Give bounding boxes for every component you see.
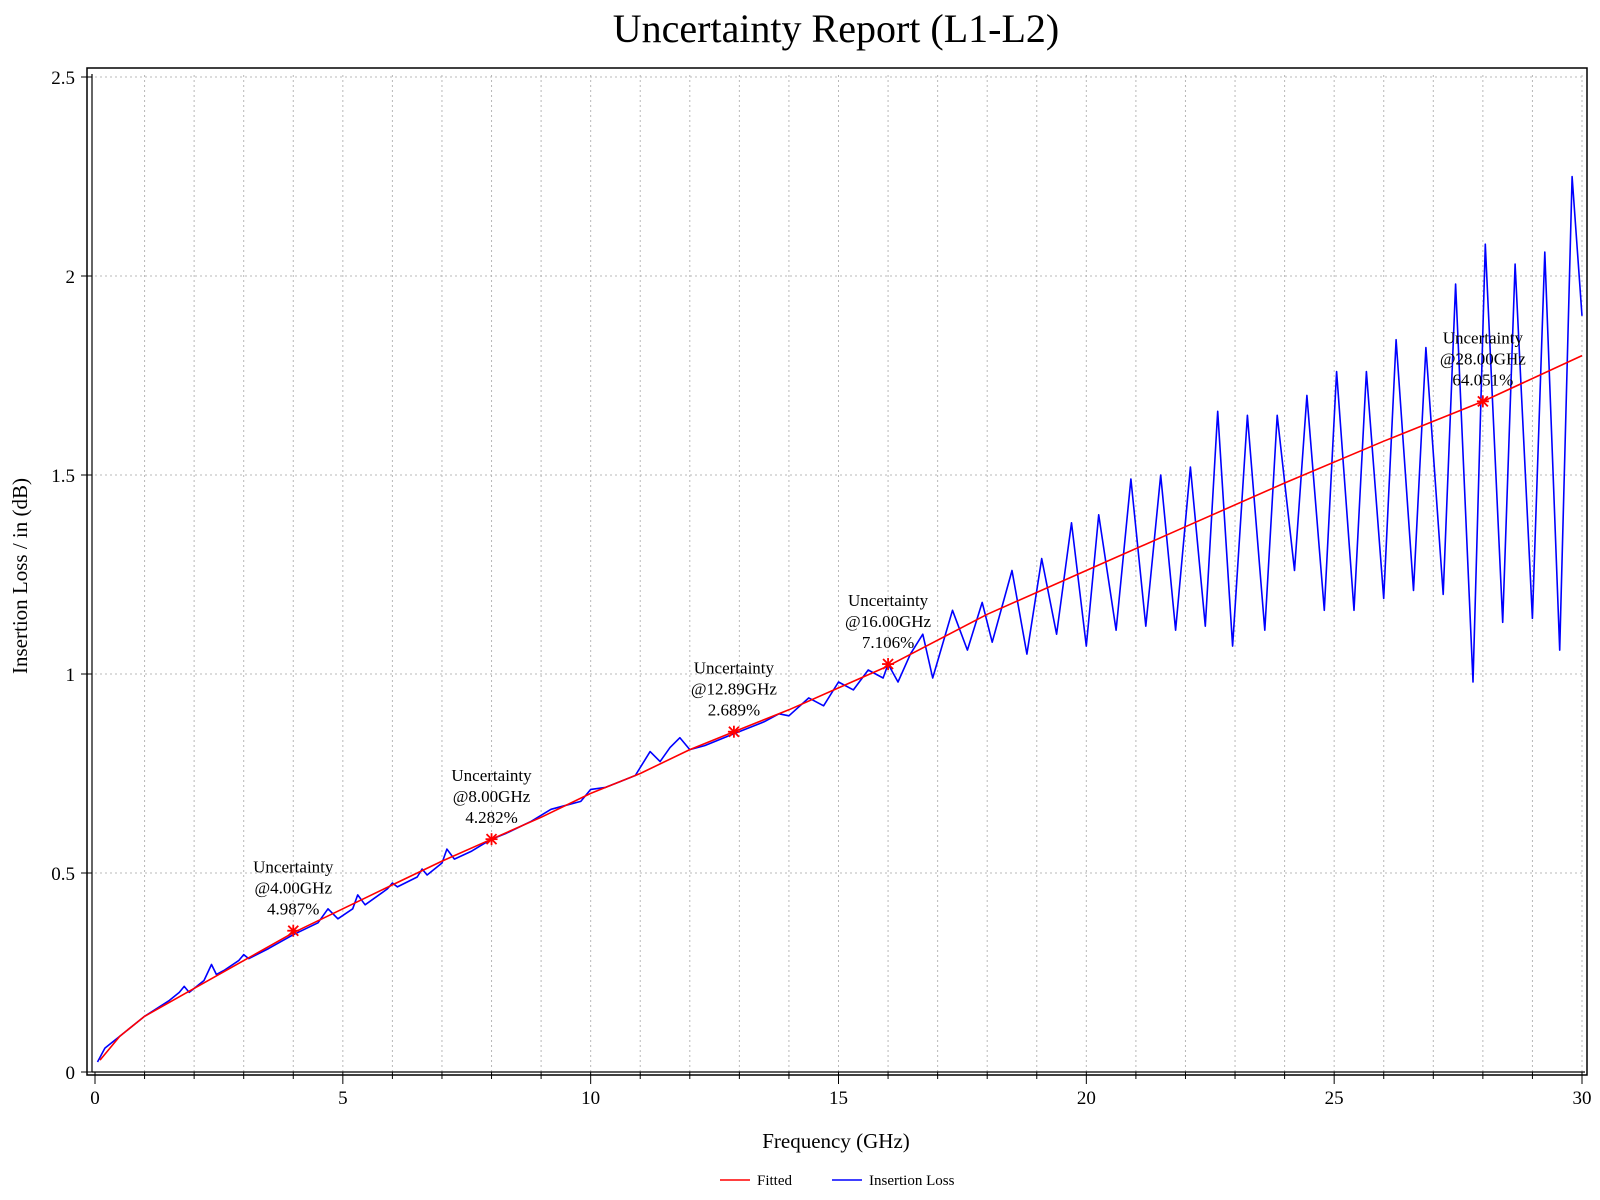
- outer-frame: [86, 67, 1588, 1076]
- x-axis-label: Frequency (GHz): [762, 1129, 910, 1153]
- uncertainty-marker: [287, 924, 300, 937]
- x-tick-label: 5: [338, 1088, 348, 1109]
- annotation-text: Uncertainty: [253, 858, 334, 877]
- annotation-text: Uncertainty: [1443, 328, 1524, 347]
- marker-star-stroke: [882, 658, 894, 670]
- x-tick-label: 0: [90, 1088, 100, 1109]
- uncertainty-marker: [727, 725, 740, 738]
- marker-star-stroke: [287, 925, 299, 937]
- legend-label: Insertion Loss: [869, 1173, 955, 1189]
- y-tick-label: 2.5: [51, 68, 75, 89]
- grid-layer: [95, 75, 1585, 1072]
- annotation-text: @4.00GHz: [255, 879, 333, 898]
- y-tick-label: 0: [66, 1063, 76, 1084]
- annotation-text: @16.00GHz: [845, 612, 931, 631]
- annotation-text: 4.282%: [465, 808, 517, 827]
- y-tick-label: 2: [66, 267, 76, 288]
- uncertainty-marker: [485, 833, 498, 846]
- marker-star-stroke: [485, 833, 498, 845]
- x-tick-label: 15: [829, 1088, 848, 1109]
- annotation-text: Uncertainty: [694, 659, 775, 678]
- annotation-text: 4.987%: [267, 900, 319, 919]
- legend: Fitted Insertion Loss: [720, 1173, 955, 1189]
- y-axis-label: Insertion Loss / in (dB): [8, 478, 32, 674]
- axes-layer: 0 5 10 15 20 25 30 0 0.5 1 1.5 2 2.5: [51, 68, 1591, 1109]
- annotation-text: @12.89GHz: [691, 680, 777, 699]
- uncertainty-marker: [882, 658, 895, 671]
- y-tick-label: 1.5: [51, 466, 75, 487]
- x-tick-label: 10: [581, 1088, 600, 1109]
- legend-label: Fitted: [757, 1173, 793, 1189]
- annotation-text: @28.00GHz: [1440, 349, 1526, 368]
- annotation-text: Uncertainty: [451, 766, 532, 785]
- x-tick-label: 25: [1325, 1088, 1344, 1109]
- series-layer: [96, 175, 1583, 1063]
- series-line-fitted: [99, 354, 1583, 1061]
- uncertainty-marker: [1476, 395, 1489, 408]
- annotation-text: @8.00GHz: [453, 787, 531, 806]
- annotation-text: 7.106%: [862, 633, 914, 652]
- annotation-layer: Uncertainty @4.00GHz 4.987% Uncertainty @8.0…: [253, 328, 1526, 937]
- y-tick-label: 1: [66, 665, 76, 686]
- annotation-text: 2.689%: [708, 701, 760, 720]
- series-line-insertion-loss: [96, 175, 1583, 1063]
- marker-star-stroke: [728, 726, 740, 738]
- x-tick-label: 30: [1573, 1088, 1592, 1109]
- annotation-text: 64.051%: [1452, 370, 1513, 389]
- x-tick-label: 20: [1077, 1088, 1096, 1109]
- marker-star-stroke: [1477, 395, 1489, 408]
- chart-title: Uncertainty Report (L1-L2): [613, 6, 1060, 51]
- y-tick-label: 0.5: [51, 864, 75, 885]
- annotation-text: Uncertainty: [848, 591, 929, 610]
